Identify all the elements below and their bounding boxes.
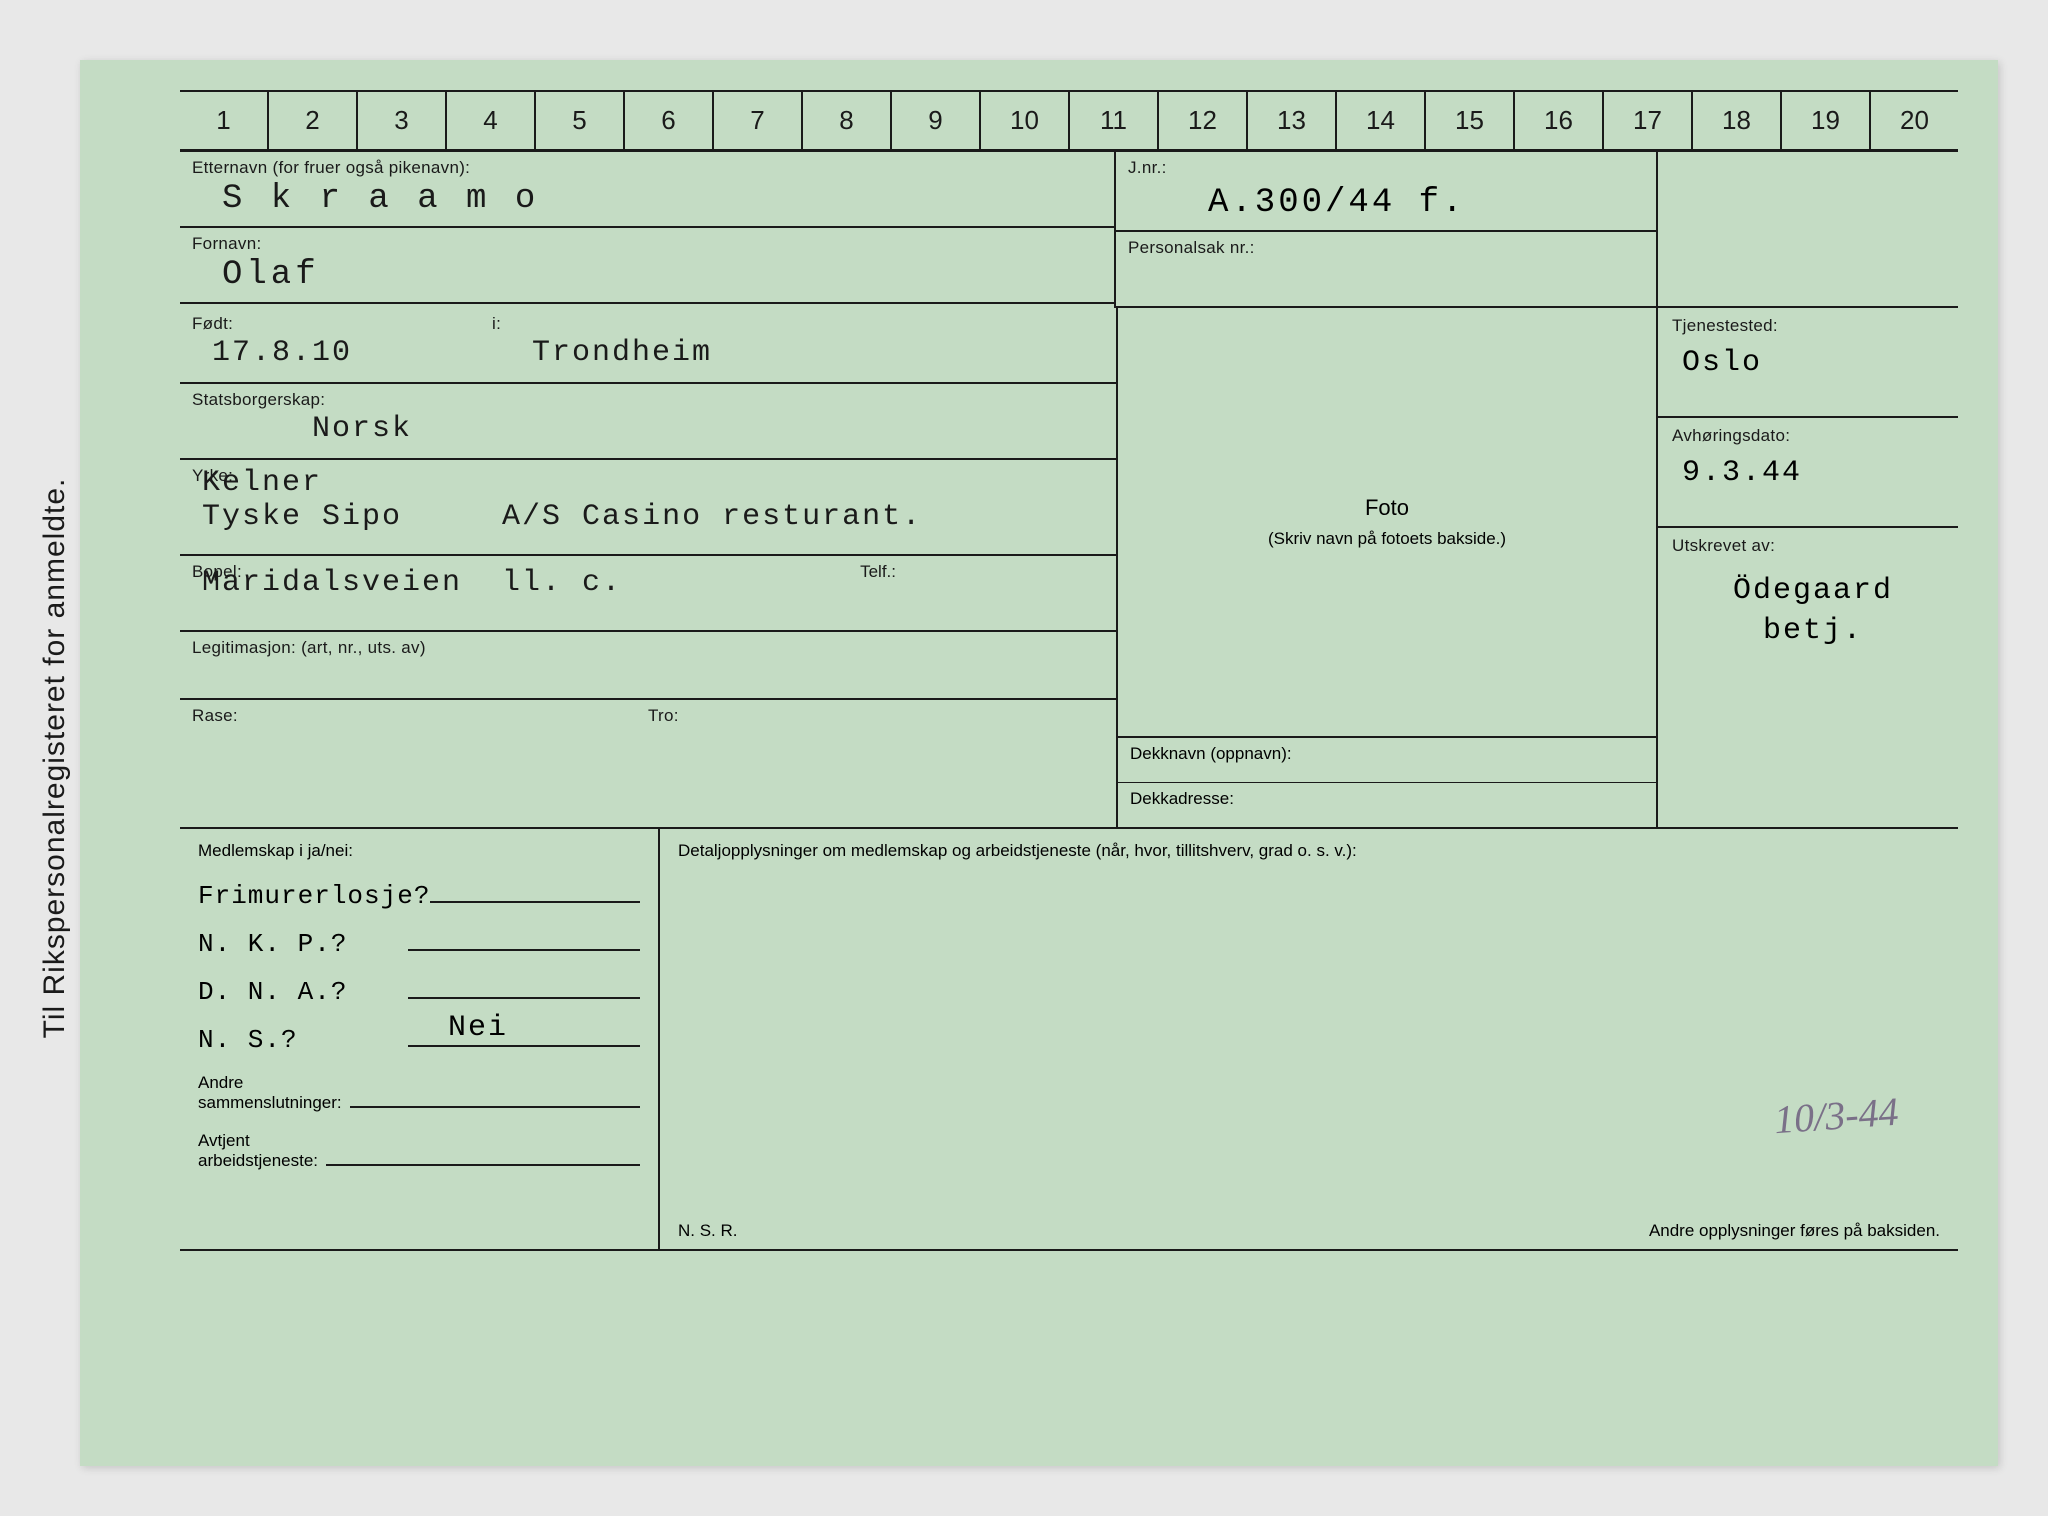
value-fodt-i: Trondheim xyxy=(492,334,1104,370)
field-avhoringsdato: Avhøringsdato: 9.3.44 xyxy=(1658,418,1958,528)
field-etternavn: Etternavn (for fruer også pikenavn): S k… xyxy=(180,152,1114,228)
value-bopel: Maridalsveien ll. c. xyxy=(192,564,1104,600)
ruler-cell: 12 xyxy=(1159,92,1248,149)
avtjent: Avtjent arbeidstjeneste: xyxy=(198,1131,640,1171)
ruler-cell: 5 xyxy=(536,92,625,149)
field-utskrevet: Utskrevet av: Ödegaard betj. xyxy=(1658,528,1958,728)
label-rase: Rase: xyxy=(192,706,238,725)
ruler-cell: 8 xyxy=(803,92,892,149)
value-stats: Norsk xyxy=(192,410,1104,446)
mem-ns: N. S.? Nei xyxy=(198,1025,640,1055)
label-jnr: J.nr.: xyxy=(1128,158,1644,178)
ruler-cell: 7 xyxy=(714,92,803,149)
label-andresam1: Andre xyxy=(198,1073,640,1093)
ruler-cell: 16 xyxy=(1515,92,1604,149)
field-rase-tro: Rase: Tro: xyxy=(180,700,1116,760)
label-etternavn: Etternavn (for fruer også pikenavn): xyxy=(192,158,1102,178)
field-jnr: J.nr.: A.300/44 f. xyxy=(1116,152,1656,232)
ruler-cell: 2 xyxy=(269,92,358,149)
label-fornavn: Fornavn: xyxy=(192,234,1102,254)
ruler-cell: 13 xyxy=(1248,92,1337,149)
ruler-cell: 3 xyxy=(358,92,447,149)
number-ruler: 1 2 3 4 5 6 7 8 9 10 11 12 13 14 15 16 1… xyxy=(180,90,1958,152)
ruler-cell: 18 xyxy=(1693,92,1782,149)
value-avhoringsdato: 9.3.44 xyxy=(1672,446,1944,496)
value-utskrevet1: Ödegaard xyxy=(1672,556,1944,614)
detail-column: Detaljopplysninger om medlemskap og arbe… xyxy=(660,829,1958,1249)
mem-nkp: N. K. P.? xyxy=(198,929,640,959)
ruler-cell: 9 xyxy=(892,92,981,149)
mem-q4: N. S.? xyxy=(198,1025,408,1055)
label-medlemskap: Medlemskap i ja/nei: xyxy=(198,841,640,861)
field-personalsak: Personalsak nr.: xyxy=(1116,232,1656,308)
mem-q1: Frimurerlosje? xyxy=(198,881,430,911)
label-tjenestested: Tjenestested: xyxy=(1672,316,1944,336)
label-andresam2: sammenslutninger: xyxy=(198,1093,342,1113)
label-legit: Legitimasjon: (art, nr., uts. av) xyxy=(192,638,1104,658)
mem-a4: Nei xyxy=(448,1011,508,1045)
handwritten-date: 10/3-44 xyxy=(1772,1088,1899,1144)
foto-sublabel: (Skriv navn på fotoets bakside.) xyxy=(1268,529,1506,549)
value-fodt: 17.8.10 xyxy=(192,334,492,370)
value-yrke1: Kelner xyxy=(192,466,1104,500)
ruler-cell: 17 xyxy=(1604,92,1693,149)
value-tjenestested: Oslo xyxy=(1672,336,1944,386)
label-fodt: Født: xyxy=(192,314,233,333)
ruler-cell: 19 xyxy=(1782,92,1871,149)
andre-sammen: Andre sammenslutninger: xyxy=(198,1073,640,1113)
ruler-cell: 4 xyxy=(447,92,536,149)
label-stats: Statsborgerskap: xyxy=(192,390,1104,410)
field-dekknavn: Dekknavn (oppnavn): xyxy=(1118,738,1656,783)
label-detalj: Detaljopplysninger om medlemskap og arbe… xyxy=(678,841,1940,861)
field-yrke: Yrke: Kelner Tyske Sipo A/S Casino restu… xyxy=(180,460,1116,556)
label-personalsak: Personalsak nr.: xyxy=(1128,238,1644,258)
field-stats: Statsborgerskap: Norsk xyxy=(180,384,1116,460)
label-utskrevet: Utskrevet av: xyxy=(1672,536,1944,556)
ruler-cell: 10 xyxy=(981,92,1070,149)
side-caption: Til Rikspersonalregisteret for anmeldte. xyxy=(38,478,72,1039)
value-jnr: A.300/44 f. xyxy=(1128,178,1644,222)
field-tjenestested: Tjenestested: Oslo xyxy=(1658,308,1958,418)
ruler-cell: 1 xyxy=(180,92,269,149)
label-nsr: N. S. R. xyxy=(678,1221,738,1241)
label-avtjent1: Avtjent xyxy=(198,1131,640,1151)
field-fornavn: Fornavn: Olaf xyxy=(180,228,1114,304)
value-utskrevet2: betj. xyxy=(1672,614,1944,654)
foto-label: Foto xyxy=(1365,495,1409,521)
registration-card: 1 2 3 4 5 6 7 8 9 10 11 12 13 14 15 16 1… xyxy=(80,60,1998,1466)
main-grid: Født: 17.8.10 i: Trondheim Statsborgersk… xyxy=(180,308,1958,829)
label-tro: Tro: xyxy=(648,706,679,725)
ruler-cell: 11 xyxy=(1070,92,1159,149)
label-telf: Telf.: xyxy=(860,562,896,582)
ruler-cell: 14 xyxy=(1337,92,1426,149)
card-wrapper: Til Rikspersonalregisteret for anmeldte.… xyxy=(20,20,2028,1496)
mem-dna: D. N. A.? xyxy=(198,977,640,1007)
membership-box: Medlemskap i ja/nei: Frimurerlosje? N. K… xyxy=(180,829,660,1249)
field-legit: Legitimasjon: (art, nr., uts. av) xyxy=(180,632,1116,700)
mem-q3: D. N. A.? xyxy=(198,977,408,1007)
field-dekkadresse: Dekkadresse: xyxy=(1118,783,1656,827)
mem-q2: N. K. P.? xyxy=(198,929,408,959)
bottom-section: Medlemskap i ja/nei: Frimurerlosje? N. K… xyxy=(180,829,1958,1249)
ruler-cell: 6 xyxy=(625,92,714,149)
label-i: i: xyxy=(492,314,501,333)
value-etternavn: S k r a a m o xyxy=(192,178,1102,218)
label-avtjent2: arbeidstjeneste: xyxy=(198,1151,318,1171)
foto-box: Foto (Skriv navn på fotoets bakside.) xyxy=(1118,308,1656,738)
field-fodt: Født: 17.8.10 i: Trondheim xyxy=(180,308,1116,384)
label-avhoringsdato: Avhøringsdato: xyxy=(1672,426,1944,446)
footer-note: Andre opplysninger føres på baksiden. xyxy=(1649,1221,1940,1241)
ruler-cell: 20 xyxy=(1871,92,1958,149)
ruler-cell: 15 xyxy=(1426,92,1515,149)
mem-frimurer: Frimurerlosje? xyxy=(198,881,640,911)
value-fornavn: Olaf xyxy=(192,254,1102,294)
value-yrke2: Tyske Sipo A/S Casino resturant. xyxy=(192,500,1104,534)
field-bopel: Bopel: Telf.: Maridalsveien ll. c. xyxy=(180,556,1116,632)
